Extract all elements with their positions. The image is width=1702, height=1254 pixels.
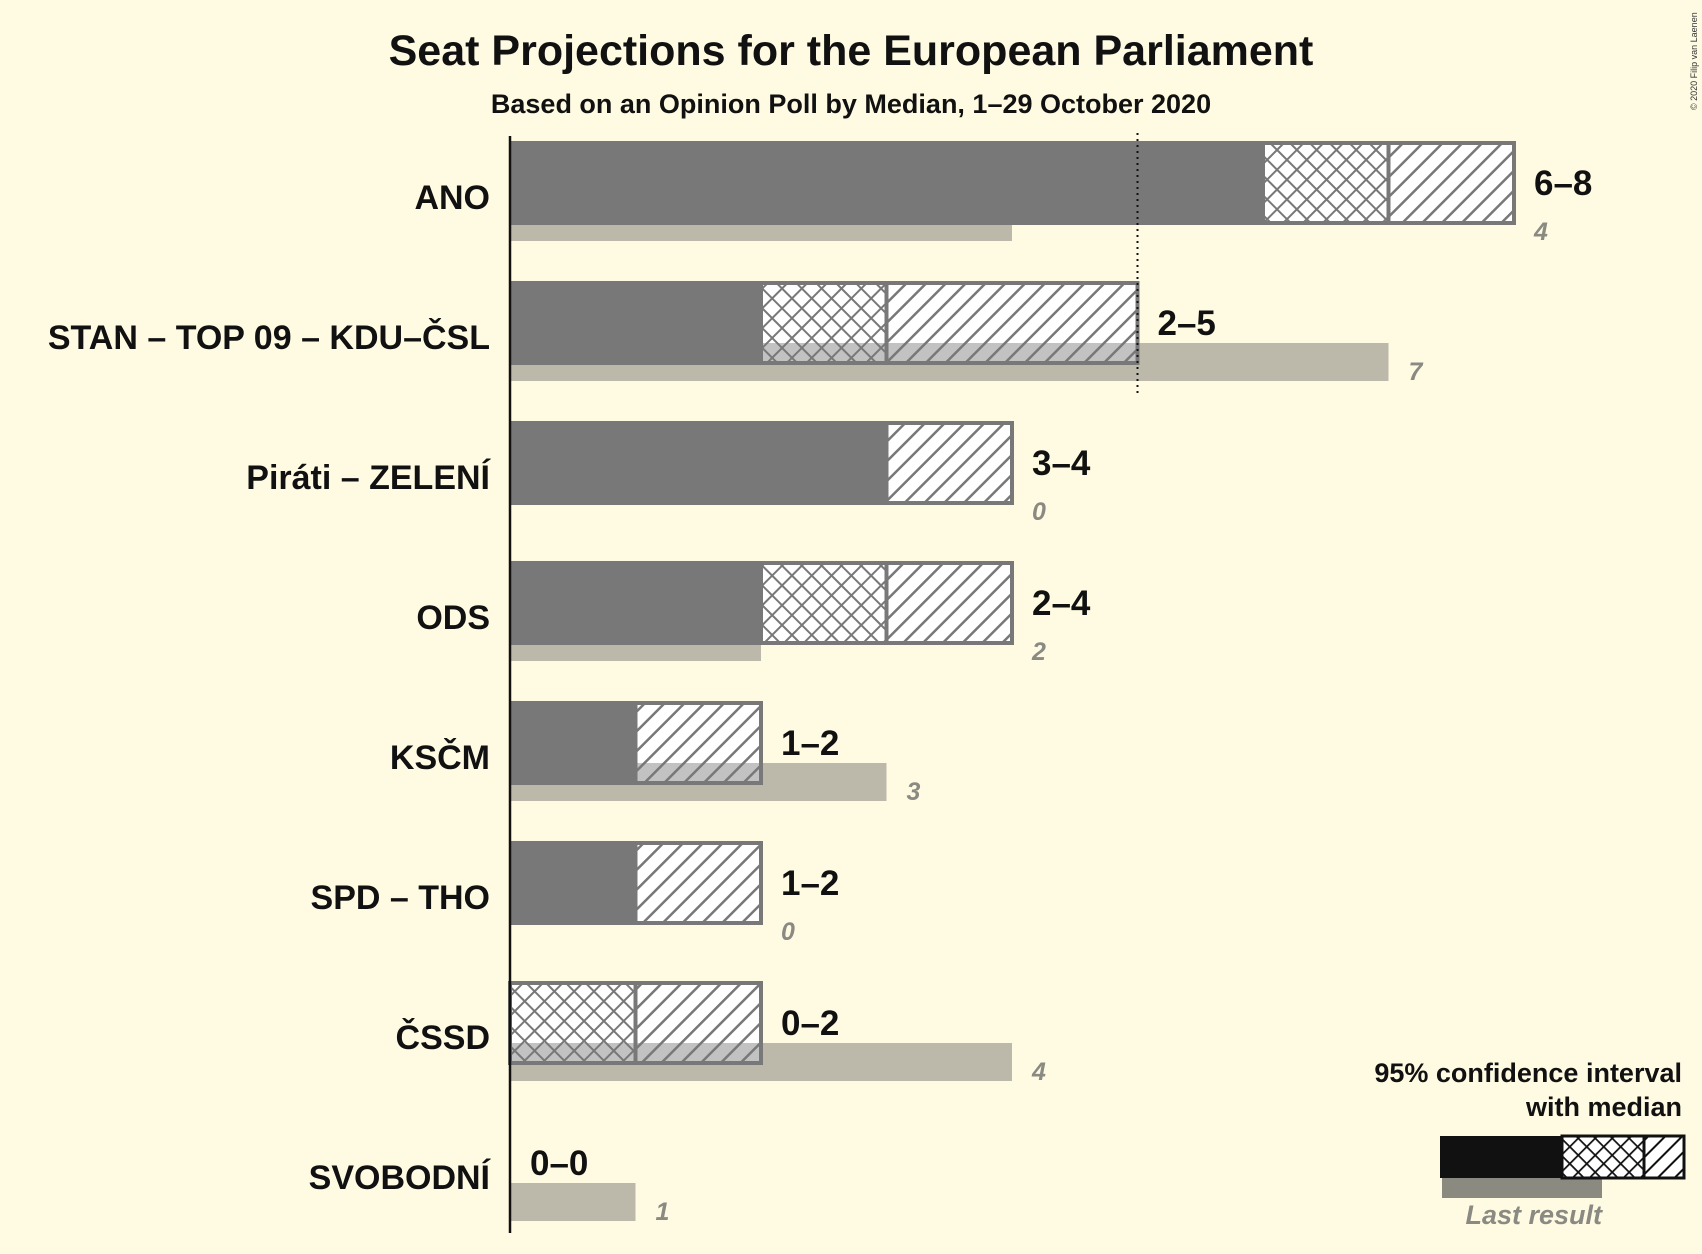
- last-result-overlay: [761, 343, 1138, 361]
- legend-last-result-label: Last result: [1465, 1200, 1603, 1230]
- projection-bar-below-median: [759, 281, 889, 365]
- projection-bar-below-median: [1261, 141, 1391, 225]
- legend-title-line1: 95% confidence interval: [1374, 1058, 1682, 1088]
- last-result-label: 3: [907, 778, 921, 806]
- last-result-label: 4: [1533, 218, 1548, 246]
- last-result-bar: [510, 1183, 636, 1221]
- last-result-label: 1: [656, 1198, 670, 1226]
- party-label: SPD – THO: [311, 879, 490, 917]
- projection-bar-above-median: [884, 421, 1014, 505]
- range-label: 0–0: [530, 1144, 588, 1183]
- last-result-label: 0: [781, 918, 795, 946]
- range-label: 3–4: [1032, 444, 1091, 483]
- last-result-overlay: [635, 763, 761, 781]
- chart-subtitle: Based on an Opinion Poll by Median, 1–29…: [491, 89, 1211, 119]
- projection-bar-above-median: [1386, 141, 1516, 225]
- chart-title: Seat Projections for the European Parlia…: [389, 27, 1314, 75]
- projection-bar-below-median: [508, 981, 638, 1065]
- projection-bar-below-median: [759, 561, 889, 645]
- projection-bar-above-median: [633, 981, 763, 1065]
- legend-hatch-swatch: [1642, 1134, 1686, 1180]
- party-label: Piráti – ZELENÍ: [246, 459, 491, 497]
- last-result-label: 2: [1031, 638, 1046, 666]
- projection-bar-solid: [510, 141, 1263, 225]
- projection-bar-above-median: [633, 701, 763, 785]
- copyright-note: © 2020 Filip van Laenen: [1689, 12, 1699, 110]
- projection-bar-solid: [510, 281, 761, 365]
- party-label: KSČM: [390, 738, 490, 777]
- range-label: 1–2: [781, 864, 839, 903]
- last-result-label: 0: [1032, 498, 1046, 526]
- party-label: SVOBODNÍ: [309, 1159, 492, 1197]
- range-label: 0–2: [781, 1004, 839, 1043]
- range-label: 6–8: [1534, 164, 1592, 203]
- legend: 95% confidence interval with median Last…: [1374, 1058, 1686, 1230]
- projection-bar-solid: [510, 701, 636, 785]
- party-label: ČSSD: [396, 1018, 490, 1057]
- projection-bar-solid: [510, 841, 636, 925]
- last-result-label: 7: [1409, 358, 1424, 386]
- party-label: ANO: [414, 179, 490, 217]
- chart-rows: ANO 6–8 4 STAN – TOP 09 – KDU–ČSL 2–5 7 Piráti…: [48, 141, 1592, 1226]
- legend-cross-swatch: [1560, 1134, 1646, 1180]
- projection-bar-above-median: [884, 281, 1140, 365]
- party-label: STAN – TOP 09 – KDU–ČSL: [48, 318, 490, 357]
- range-label: 2–4: [1032, 584, 1091, 623]
- legend-title-line2: with median: [1525, 1092, 1682, 1122]
- range-label: 2–5: [1158, 304, 1216, 343]
- legend-solid-swatch: [1440, 1136, 1562, 1178]
- range-label: 1–2: [781, 724, 839, 763]
- projection-bar-above-median: [633, 841, 763, 925]
- party-label: ODS: [416, 599, 490, 637]
- projection-bar-solid: [510, 421, 887, 505]
- last-result-overlay: [510, 1043, 761, 1061]
- projection-bar-solid: [510, 561, 761, 645]
- last-result-label: 4: [1031, 1058, 1046, 1086]
- projection-bar-above-median: [884, 561, 1014, 645]
